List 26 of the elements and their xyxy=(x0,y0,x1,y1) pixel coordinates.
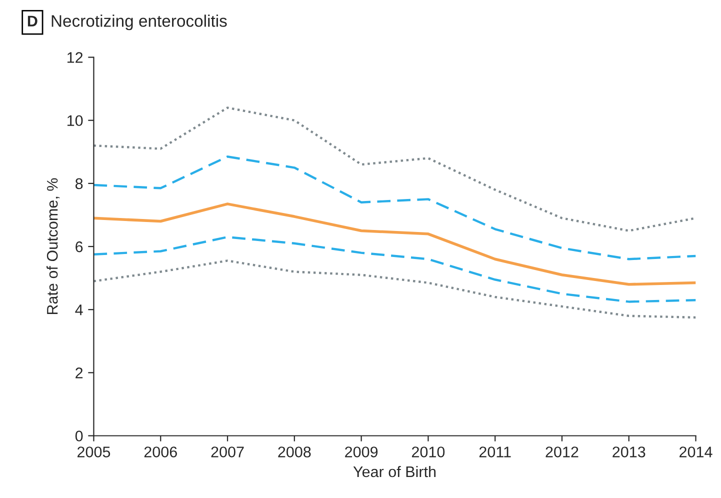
y-tick-label: 0 xyxy=(75,430,83,442)
y-tick-label: 8 xyxy=(75,178,83,190)
x-tick-label: 2010 xyxy=(412,446,445,458)
line-series xyxy=(94,236,696,303)
x-tick-label: 2005 xyxy=(78,446,110,458)
line-series xyxy=(94,202,696,286)
x-tick-label: 2012 xyxy=(546,446,578,458)
line-series xyxy=(94,106,696,232)
x-tick-label: 2006 xyxy=(144,446,177,458)
x-axis-title: Year of Birth xyxy=(353,466,436,478)
x-tick-label: 2009 xyxy=(345,446,378,458)
y-tick-label: 6 xyxy=(76,241,83,252)
x-tick-label: 2011 xyxy=(479,446,511,458)
text: D xyxy=(28,16,38,26)
y-axis-title: Rate of Outcome, % xyxy=(46,178,60,314)
y-tick-label: 10 xyxy=(67,115,83,126)
x-tick-label: 2008 xyxy=(278,446,311,458)
y-tick-label: 12 xyxy=(67,52,83,63)
y-tick-label: 4 xyxy=(75,304,83,316)
x-tick-label: 2014 xyxy=(680,446,712,458)
line-series xyxy=(94,156,696,260)
chart-title: Necrotizing enterocolitis xyxy=(52,14,227,30)
y-tick-label: 2 xyxy=(76,368,83,378)
line-series xyxy=(94,260,696,319)
x-tick-label: 2013 xyxy=(612,446,646,458)
x-tick-label: 2007 xyxy=(211,446,244,458)
